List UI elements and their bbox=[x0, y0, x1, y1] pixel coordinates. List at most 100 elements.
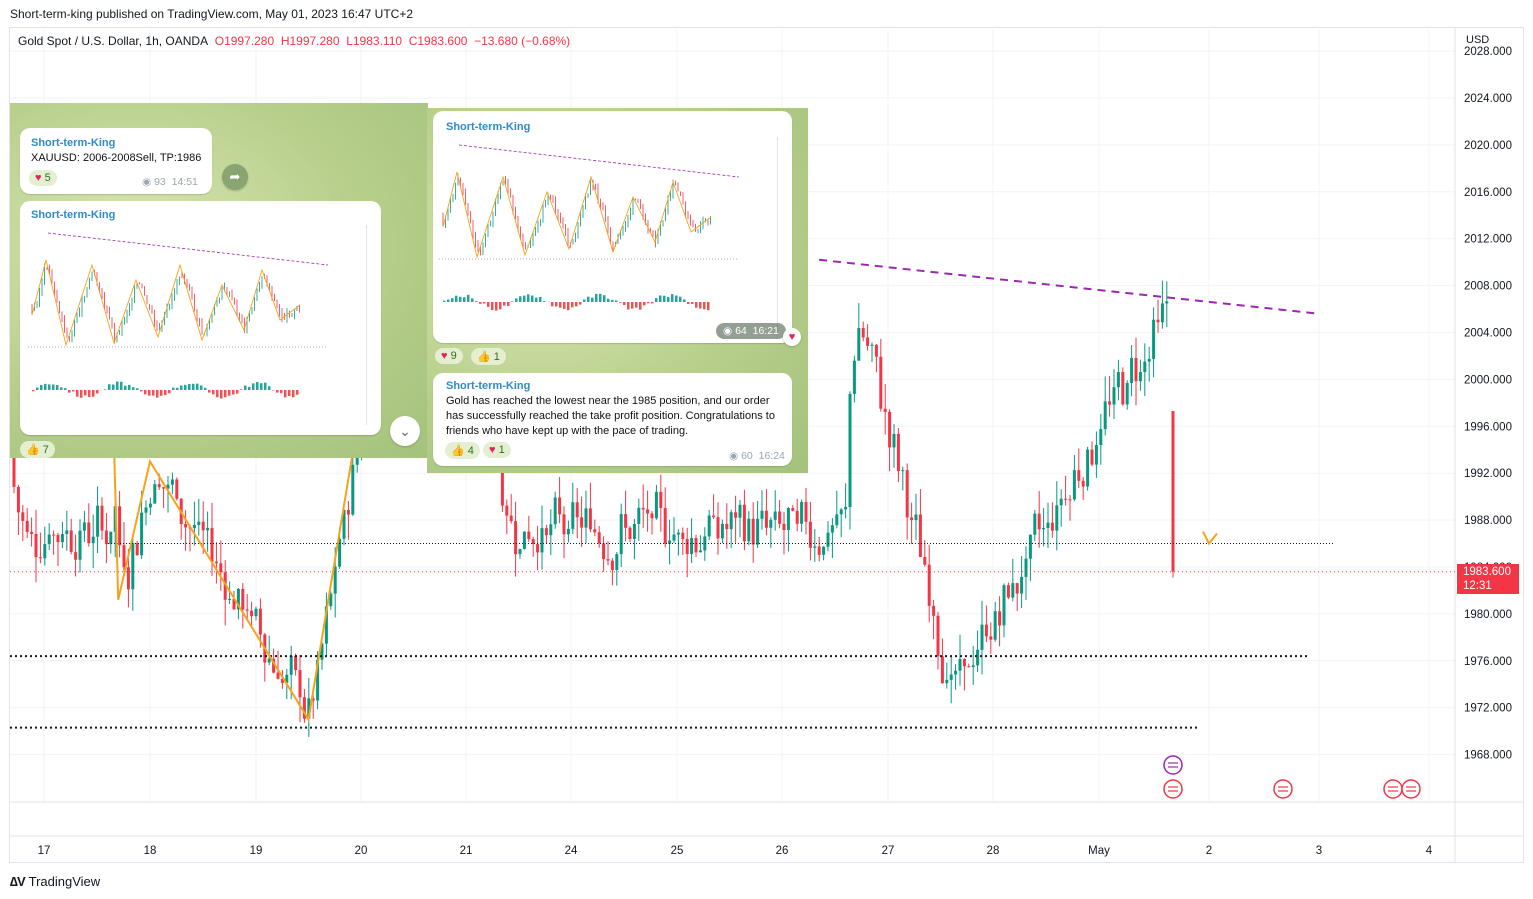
chart-thumbnail[interactable] bbox=[439, 137, 784, 337]
candle-body bbox=[905, 470, 909, 518]
thumb-macd-bar bbox=[695, 302, 698, 308]
thumb-macd-bar bbox=[212, 390, 215, 395]
candle-body bbox=[272, 658, 276, 673]
heart-reaction[interactable]: ♥ 1 bbox=[483, 442, 511, 458]
heart-icon[interactable]: ♥ bbox=[783, 328, 801, 346]
candle-body bbox=[773, 511, 777, 520]
candle-body bbox=[910, 517, 914, 521]
candle-body bbox=[109, 531, 113, 545]
x-tick-label: 4 bbox=[1426, 845, 1433, 857]
thumb-reaction[interactable]: 👍 4 bbox=[445, 442, 480, 459]
candle-body bbox=[1094, 445, 1098, 465]
candle-body bbox=[170, 479, 174, 485]
candle-body bbox=[153, 484, 157, 504]
thumb-macd-bar bbox=[228, 390, 231, 396]
symbol-legend: Gold Spot / U.S. Dollar, 1h, OANDA O1997… bbox=[18, 34, 570, 48]
candle-body bbox=[1143, 361, 1147, 373]
thumb-macd-bar bbox=[292, 390, 295, 398]
heart-icon: ♥ bbox=[35, 172, 42, 184]
candle-body bbox=[817, 546, 821, 555]
y-tick-label: 2000.000 bbox=[1464, 374, 1512, 386]
forward-icon[interactable]: ➦ bbox=[222, 164, 248, 190]
legend-low: L1983.110 bbox=[346, 34, 403, 48]
chart-thumbnail[interactable] bbox=[28, 225, 373, 425]
thumb-reaction[interactable]: 👍 7 bbox=[20, 441, 55, 458]
candle-body bbox=[527, 531, 531, 540]
thumb-macd-bar bbox=[56, 385, 59, 390]
candle-body bbox=[830, 525, 834, 533]
thumb-macd-bar bbox=[96, 390, 99, 394]
thumb-macd-bar bbox=[256, 381, 259, 390]
heart-reaction[interactable]: ♥ 5 bbox=[29, 170, 57, 186]
candle-body bbox=[1033, 513, 1037, 535]
thumb-macd-bar bbox=[60, 387, 63, 390]
thumb-zigzag bbox=[31, 259, 301, 347]
message-meta: ◉ 64 16:21 bbox=[716, 323, 786, 339]
message-bubble-4: Short-term-King Gold has reached the low… bbox=[433, 373, 792, 466]
brand-name: TradingView bbox=[28, 874, 101, 889]
thumb-macd-bar bbox=[559, 302, 562, 308]
candle-body bbox=[342, 509, 346, 539]
y-tick-label: 2028.000 bbox=[1464, 46, 1512, 58]
thumb-macd-bar bbox=[132, 387, 135, 390]
candle-body bbox=[12, 438, 16, 487]
candle-body bbox=[201, 521, 205, 531]
candle-body bbox=[536, 544, 540, 553]
thumb-macd-bar bbox=[531, 295, 534, 302]
thumb-macd-bar bbox=[487, 302, 490, 307]
thumb-macd-bar bbox=[567, 302, 570, 311]
candle-body bbox=[967, 666, 971, 668]
candle-body bbox=[241, 588, 245, 610]
candle-body bbox=[914, 514, 918, 521]
thumb-macd-bar bbox=[583, 299, 586, 302]
thumb-macd-bar bbox=[611, 299, 614, 302]
message-meta: ◉ 60 16:24 bbox=[729, 450, 785, 462]
candle-body bbox=[958, 658, 962, 671]
thumb-macd-bar bbox=[160, 390, 163, 396]
candle-body bbox=[96, 505, 100, 537]
chevron-down-icon[interactable]: ⌄ bbox=[390, 416, 420, 446]
thumb-macd-bar bbox=[172, 387, 175, 390]
candle-body bbox=[333, 566, 337, 594]
thumb-macd-bar bbox=[623, 302, 626, 306]
candle-body bbox=[206, 527, 210, 531]
us-flag-event-icon bbox=[1163, 779, 1183, 799]
thumbs-up-icon: 👍 bbox=[26, 444, 40, 456]
candle-body bbox=[694, 537, 698, 553]
candle-body bbox=[197, 521, 201, 525]
candle-body bbox=[800, 501, 804, 524]
candle-body bbox=[676, 532, 680, 535]
thumb-macd-bar bbox=[44, 383, 47, 390]
thumb-macd-bar bbox=[156, 390, 159, 398]
thumb-macd-bar bbox=[264, 382, 267, 390]
thumb-axis bbox=[366, 225, 367, 425]
candle-body bbox=[1160, 303, 1164, 323]
candle-body bbox=[91, 536, 95, 544]
sender-name: Short-term-King bbox=[446, 121, 531, 133]
tradingview-logo[interactable]: ∆V TradingView bbox=[10, 874, 100, 889]
candle-body bbox=[131, 543, 135, 590]
candle-body bbox=[30, 531, 34, 534]
candle-body bbox=[1006, 585, 1010, 598]
heart-reaction[interactable]: ♥ 9 bbox=[435, 348, 463, 364]
thumb-macd-bar bbox=[32, 390, 35, 392]
thumbs-up-icon: 👍 bbox=[477, 351, 491, 363]
view-count: 93 bbox=[154, 176, 166, 188]
candle-body bbox=[1024, 558, 1028, 577]
reaction-count: 7 bbox=[42, 444, 49, 456]
thumb-macd-bar bbox=[240, 389, 243, 390]
thumb-macd-bar bbox=[659, 295, 662, 302]
thumb-macd-bar bbox=[607, 298, 610, 302]
thumb-macd-bar bbox=[92, 390, 95, 397]
thumb-macd-bar bbox=[495, 302, 498, 311]
candle-body bbox=[558, 497, 562, 515]
candle-body bbox=[1072, 470, 1076, 500]
candle-body bbox=[668, 540, 672, 544]
candle-body bbox=[219, 563, 223, 573]
thumb-reaction[interactable]: 👍 1 bbox=[471, 348, 506, 365]
candle-body bbox=[1138, 372, 1142, 382]
candle-body bbox=[355, 454, 359, 465]
x-tick-label: 28 bbox=[987, 845, 1000, 857]
candle-body bbox=[703, 536, 707, 551]
thumb-macd-bar bbox=[667, 296, 670, 302]
